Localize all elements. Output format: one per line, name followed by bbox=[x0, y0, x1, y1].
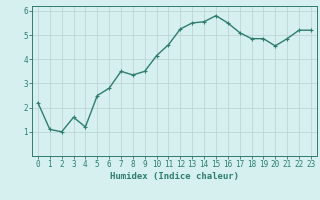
X-axis label: Humidex (Indice chaleur): Humidex (Indice chaleur) bbox=[110, 172, 239, 181]
